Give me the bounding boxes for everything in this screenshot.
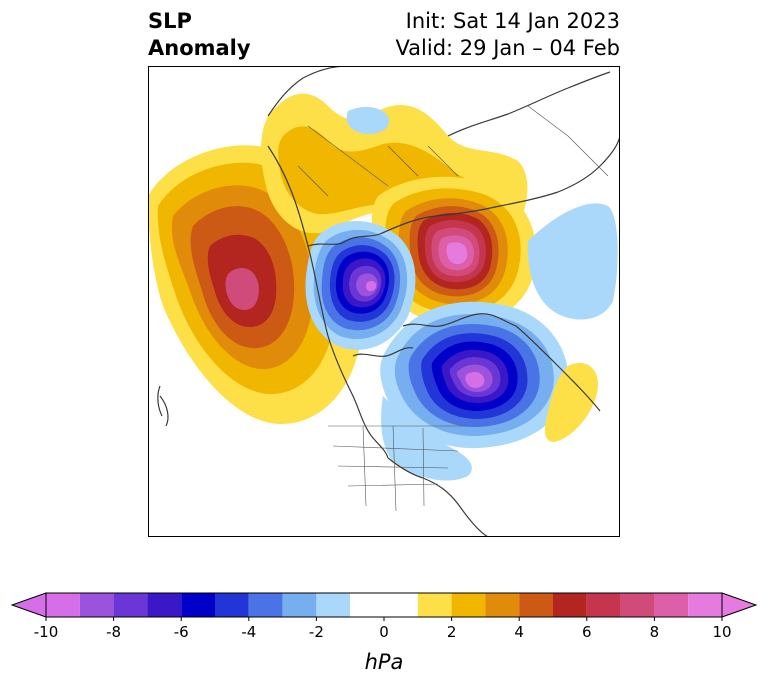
colorbar-bin: [417, 593, 452, 617]
anomaly-fields: [148, 93, 618, 481]
title-field: Anomaly: [148, 36, 251, 60]
title-right: Init: Sat 14 Jan 2023 Valid: 29 Jan – 04…: [395, 8, 620, 62]
negative-anomaly-north-atlantic: [380, 301, 569, 449]
colorbar-tick-label: 0: [379, 623, 389, 641]
colorbar-tick-label: -4: [241, 623, 256, 641]
colorbar-bin: [316, 593, 351, 617]
colorbar-bin: [688, 593, 722, 617]
colorbar-bin: [113, 593, 148, 617]
negative-anomaly-canadian-arctic: [305, 221, 416, 350]
positive-anomaly-subtropical-atlantic: [544, 362, 598, 442]
colorbar-ticks: -10 -8 -6 -4 -2 0 2 4 6 8 10: [34, 617, 732, 641]
political-borders: [297, 105, 609, 512]
colorbar-bin: [215, 593, 249, 617]
colorbar-bins: [10, 592, 758, 618]
colorbar-bin: [79, 593, 114, 617]
title-left: SLP Anomaly: [148, 8, 251, 62]
colorbar-bin: [620, 593, 655, 617]
map-frame: [148, 66, 620, 537]
colorbar-bin: [553, 593, 587, 617]
colorbar: -10 -8 -6 -4 -2 0 2 4 6 8 10 hPa: [10, 592, 758, 674]
colorbar-tick-label: -2: [309, 623, 324, 641]
colorbar-bin: [654, 593, 689, 617]
colorbar-bin: [147, 593, 182, 617]
colorbar-bin: [282, 593, 317, 617]
colorbar-bin: [181, 593, 215, 617]
colorbar-bin: [586, 593, 621, 617]
anomaly-map: [148, 66, 620, 537]
colorbar-bin: [248, 593, 283, 617]
colorbar-tick-label: 10: [712, 623, 731, 641]
colorbar-tick-label: -8: [106, 623, 121, 641]
colorbar-extend-min: [10, 592, 47, 618]
colorbar-tick-label: 4: [514, 623, 524, 641]
colorbar-bin: [46, 593, 80, 617]
colorbar-tick-label: 6: [582, 623, 592, 641]
colorbar-tick-label: -6: [174, 623, 189, 641]
colorbar-bin: [519, 593, 553, 617]
coastlines: [157, 66, 620, 537]
colorbar-unit-label: hPa: [365, 650, 404, 674]
colorbar-bin: [451, 593, 486, 617]
colorbar-bin: [485, 593, 520, 617]
negative-anomaly-northeast-asia: [346, 106, 618, 320]
colorbar-tick-label: 2: [447, 623, 457, 641]
colorbar-extend-max: [721, 592, 758, 618]
negative-anomaly-eastern-us: [381, 396, 472, 481]
init-date: Init: Sat 14 Jan 2023: [405, 9, 620, 33]
valid-range: Valid: 29 Jan – 04 Feb: [395, 36, 620, 60]
colorbar-tick-label: -10: [34, 623, 59, 641]
title-variable: SLP: [148, 9, 192, 33]
colorbar-tick-label: 8: [650, 623, 660, 641]
colorbar-bin: [350, 593, 418, 617]
